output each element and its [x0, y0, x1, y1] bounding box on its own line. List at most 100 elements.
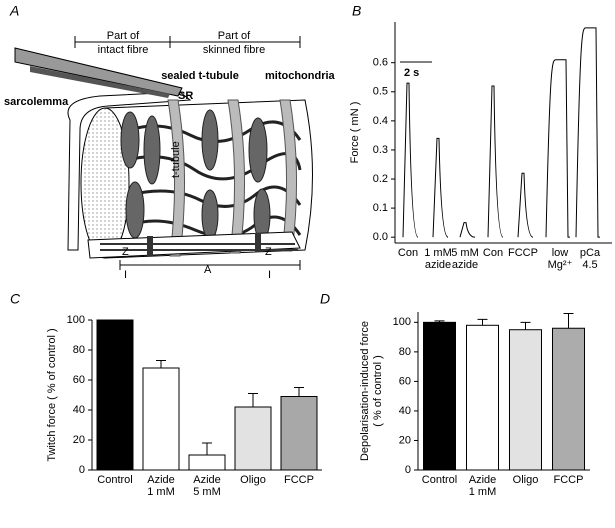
- force-trace: [575, 27, 600, 238]
- y-tick-label: 60: [399, 375, 411, 387]
- y-tick-label: 40: [399, 405, 411, 417]
- bar: [96, 319, 134, 471]
- mitochondria: [120, 109, 271, 242]
- y-tick-label: 0.1: [373, 202, 388, 214]
- x-tick-label: Oligo: [513, 474, 539, 486]
- force-trace: [545, 59, 570, 238]
- structure-label: sealed t-tubule: [161, 70, 239, 82]
- band-label: I: [268, 269, 271, 281]
- y-tick-label: 0.5: [373, 86, 388, 98]
- error-bar: [202, 442, 212, 455]
- y-tick-label: 0.0: [373, 231, 388, 243]
- y-tick-label: 0: [79, 464, 85, 476]
- t-tubules: [167, 99, 298, 257]
- x-tick-label: FCCP: [554, 474, 584, 486]
- error-bar: [434, 320, 445, 323]
- x-tick-label: Con: [398, 247, 418, 259]
- band-bracket: [119, 260, 301, 270]
- structure-label: mitochondria: [265, 70, 336, 82]
- band-label: I: [124, 269, 127, 281]
- error-bar: [294, 387, 304, 397]
- structure-label: SR: [178, 90, 193, 102]
- bar: [509, 329, 542, 471]
- y-tick-label: 0.6: [373, 57, 388, 69]
- region-label: Part of: [107, 30, 140, 42]
- y-tick-label: 100: [67, 314, 85, 326]
- x-tick-label: Control: [422, 474, 457, 486]
- x-tick-label: Oligo: [240, 474, 266, 486]
- sarcolemma: [67, 91, 192, 251]
- fibre-end: [80, 107, 130, 259]
- force-trace: [459, 222, 476, 238]
- panel-label: A: [9, 3, 19, 19]
- y-tick-label: 40: [73, 404, 85, 416]
- force-trace: [402, 82, 419, 238]
- pipette-tip: [30, 66, 170, 98]
- y-axis-label: Force ( mN ): [349, 102, 361, 164]
- y-tick-label: 60: [73, 374, 85, 386]
- y-tick-label: 0.2: [373, 173, 388, 185]
- y-tick-label: 80: [73, 344, 85, 356]
- scale-bar-label: 2 s: [404, 67, 419, 79]
- x-tick-label: 5 mM: [193, 486, 221, 498]
- x-tick-label: 1 mM: [424, 247, 452, 259]
- x-tick-label: Azide: [469, 474, 497, 486]
- fibre-diagram: A Part of intact fibre Part of skinned f…: [4, 3, 336, 281]
- x-tick-label: azide: [425, 259, 451, 271]
- bar: [423, 321, 456, 471]
- x-tick-label: 1 mM: [469, 486, 497, 498]
- x-tick-label: pCa: [580, 247, 601, 259]
- y-axis-label: ( % of control ): [372, 355, 384, 427]
- y-tick-label: 80: [399, 346, 411, 358]
- panel-label: C: [10, 291, 21, 307]
- bar: [466, 324, 499, 471]
- bar: [234, 406, 272, 471]
- pipette: [14, 47, 183, 97]
- region-label: skinned fibre: [203, 44, 265, 56]
- region-brackets: [74, 36, 301, 48]
- x-tick-label: FCCP: [284, 474, 314, 486]
- error-bar: [156, 360, 166, 368]
- y-axis-label: Twitch force ( % of control ): [46, 328, 58, 461]
- force-trace: [487, 85, 504, 238]
- x-tick-label: 1 mM: [147, 486, 175, 498]
- error-bar: [520, 321, 531, 330]
- y-tick-label: 100: [393, 316, 411, 328]
- x-tick-label: FCCP: [508, 247, 538, 259]
- x-tick-label: 5 mM: [451, 247, 479, 259]
- y-tick-label: 0.4: [373, 115, 388, 127]
- x-tick-label: Control: [97, 474, 132, 486]
- force-trace: [517, 172, 534, 238]
- y-tick-label: 20: [399, 434, 411, 446]
- error-bar: [477, 318, 488, 326]
- y-tick-label: 0.3: [373, 144, 388, 156]
- bar: [188, 454, 226, 471]
- error-bar: [248, 393, 258, 407]
- panel-label: B: [352, 3, 361, 19]
- x-tick-label: Azide: [193, 474, 221, 486]
- band-label: A: [204, 264, 212, 276]
- x-tick-label: Azide: [147, 474, 175, 486]
- x-tick-label: azide: [452, 259, 478, 271]
- myofibril-stripes: [100, 233, 298, 256]
- band-label: Z: [265, 246, 272, 258]
- y-tick-label: 20: [73, 434, 85, 446]
- error-bar: [563, 312, 574, 329]
- x-tick-label: low: [552, 247, 569, 259]
- structure-label: t-tubule: [170, 141, 182, 178]
- y-tick-label: 0: [405, 464, 411, 476]
- x-tick-label: Mg²⁺: [548, 259, 573, 271]
- panel-label: D: [320, 291, 330, 307]
- band-label: Z: [122, 246, 129, 258]
- region-label: Part of: [218, 30, 251, 42]
- region-label: intact fibre: [98, 44, 149, 56]
- y-axis-label: Depolarisation-induced force: [359, 321, 371, 461]
- bar: [280, 396, 318, 471]
- bar: [142, 367, 180, 471]
- x-tick-label: Con: [483, 247, 503, 259]
- bar: [552, 327, 585, 471]
- structure-label: sarcolemma: [4, 96, 69, 108]
- x-tick-label: 4.5: [582, 259, 597, 271]
- force-trace: [432, 137, 449, 238]
